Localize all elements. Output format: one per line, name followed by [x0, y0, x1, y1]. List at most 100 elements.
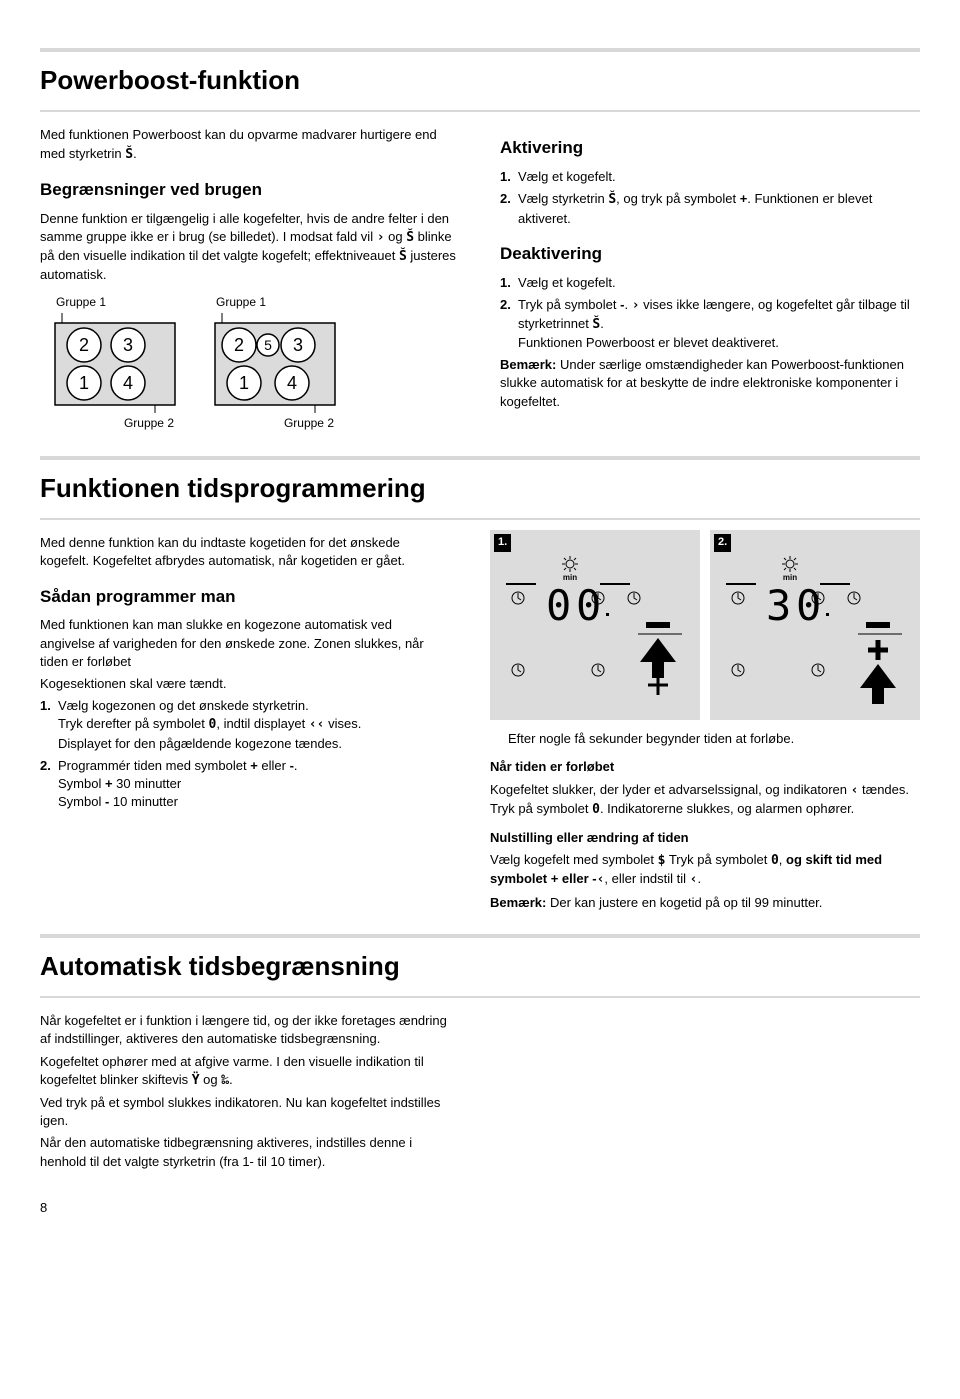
left-column: Med denne funktion kan du indtaste koget… — [40, 530, 450, 916]
paragraph: Efter nogle få sekunder begynder tiden a… — [508, 730, 920, 748]
list-text: Programmér tiden med symbolet + eller -.… — [56, 757, 450, 812]
list-item: 1. Vælg kogezonen og det ønskede styrket… — [40, 697, 450, 753]
hob-svg: 2 5 3 1 4 — [210, 313, 340, 413]
hob-diagram-b: Gruppe 1 2 5 3 1 4 Gruppe 2 — [210, 294, 340, 432]
two-column-layout: Når kogefeltet er i funktion i længere t… — [40, 1008, 920, 1175]
plus-symbol: + — [105, 776, 113, 791]
divider — [40, 456, 920, 460]
note-text: Under særlige omstændigheder kan Powerbo… — [500, 357, 904, 408]
section-title: Funktionen tidsprogrammering — [40, 470, 920, 506]
svg-text:2: 2 — [234, 335, 244, 355]
list-item: 2. Vælg styrketrin Š, og tryk på symbole… — [500, 190, 920, 227]
intro-text: Med funktionen Powerboost kan du opvarme… — [40, 126, 460, 163]
text: Vælg kogezonen og det ønskede styrketrin… — [58, 698, 309, 713]
clock-symbol: 0 — [592, 802, 600, 817]
svg-text:4: 4 — [287, 373, 297, 393]
note-text: Der kan justere en kogetid på op til 99 … — [550, 895, 822, 910]
text: og — [200, 1072, 222, 1087]
symbol: ‰ — [221, 1073, 229, 1088]
svg-text:3: 3 — [123, 335, 133, 355]
sub-heading: Nulstilling eller ændring af tiden — [490, 829, 920, 847]
subsection-title: Aktivering — [500, 136, 920, 160]
plus-symbol: + — [250, 758, 258, 773]
subsection-title: Deaktivering — [500, 242, 920, 266]
intro-text: Med denne funktion kan du indtaste koget… — [40, 534, 450, 570]
list-number: 1. — [500, 274, 516, 292]
symbol: › — [377, 230, 385, 245]
divider-thin — [40, 996, 920, 998]
step-badge: 1. — [494, 534, 511, 551]
text: Tryk på symbolet — [665, 852, 770, 867]
right-column-empty — [500, 1008, 920, 1175]
paragraph: Når den automatiske tidbegrænsning aktiv… — [40, 1134, 460, 1170]
divider — [40, 934, 920, 938]
text: Kogefeltet slukker, der lyder et advarse… — [490, 782, 851, 797]
divider-thin — [40, 110, 920, 112]
svg-text:1: 1 — [79, 373, 89, 393]
note-label: Bemærk: — [490, 895, 550, 910]
list-text: Vælg kogezonen og det ønskede styrketrin… — [56, 697, 450, 753]
timer-panel-1: 1. min — [490, 530, 700, 720]
section-title: Automatisk tidsbegrænsning — [40, 948, 920, 984]
text: Vælg kogefelt med symbolet — [490, 852, 658, 867]
text: . — [133, 146, 137, 161]
list-number: 2. — [40, 757, 56, 812]
list-number: 1. — [500, 168, 516, 186]
timer-display-svg: min 0 0 — [490, 530, 700, 720]
section-title: Powerboost-funktion — [40, 62, 920, 98]
display-symbol: ‹‹ — [309, 717, 325, 732]
symbol: Š — [608, 192, 616, 207]
symbol: Š — [399, 249, 407, 264]
two-column-layout: Med denne funktion kan du indtaste koget… — [40, 530, 920, 916]
text: Funktionen Powerboost er blevet deaktive… — [518, 335, 779, 350]
list-text: Vælg styrketrin Š, og tryk på symbolet +… — [516, 190, 920, 227]
paragraph: Ved tryk på et symbol slukkes indikatore… — [40, 1094, 460, 1130]
note: Bemærk: Under særlige omstændigheder kan… — [500, 356, 920, 411]
text: , og tryk på symbolet — [616, 191, 740, 206]
text: eller — [258, 758, 290, 773]
text: Tryk derefter på symbolet — [58, 716, 209, 731]
seg-digit: 3 — [766, 581, 791, 630]
list-text: Vælg et kogefelt. — [516, 168, 920, 186]
text: , — [779, 852, 786, 867]
power-level-symbol: Š — [125, 147, 133, 162]
seg-digit: 0 — [576, 581, 601, 630]
list-item: 2. Tryk på symbolet -. › vises ikke læng… — [500, 296, 920, 353]
svg-text:3: 3 — [293, 335, 303, 355]
symbol: › — [632, 298, 640, 313]
sub-heading: Når tiden er forløbet — [490, 758, 920, 776]
two-column-layout: Med funktionen Powerboost kan du opvarme… — [40, 122, 920, 438]
svg-text:5: 5 — [264, 337, 272, 353]
list-text: Tryk på symbolet -. › vises ikke længere… — [516, 296, 920, 353]
text: og — [385, 229, 407, 244]
paragraph: Når kogefeltet er i funktion i længere t… — [40, 1012, 460, 1048]
paragraph: Denne funktion er tilgængelig i alle kog… — [40, 210, 460, 285]
text: vises. — [325, 716, 362, 731]
seg-digit: 0 — [546, 581, 571, 630]
subsection-title: Begrænsninger ved brugen — [40, 178, 460, 202]
list-number: 2. — [500, 296, 516, 353]
left-column: Med funktionen Powerboost kan du opvarme… — [40, 122, 460, 438]
text: , indtil displayet — [216, 716, 309, 731]
bold-text: + eller - — [551, 871, 597, 886]
list-number: 2. — [500, 190, 516, 227]
text: . — [624, 297, 631, 312]
text: . — [229, 1072, 233, 1087]
right-column: Aktivering 1. Vælg et kogefelt. 2. Vælg … — [500, 122, 920, 438]
text: Vælg styrketrin — [518, 191, 608, 206]
hob-svg: 2 3 1 4 — [50, 313, 180, 413]
text: . Indikatorerne slukkes, og alarmen ophø… — [600, 801, 854, 816]
step-badge: 2. — [714, 534, 731, 551]
group-label: Gruppe 2 — [50, 415, 180, 432]
list-item: 1. Vælg et kogefelt. — [500, 274, 920, 292]
text: Programmér tiden med symbolet — [58, 758, 250, 773]
symbol: Ÿ — [192, 1073, 200, 1088]
text: Displayet for den pågældende kogezone tæ… — [58, 736, 342, 751]
text: Symbol — [58, 794, 105, 809]
divider — [40, 48, 920, 52]
left-column: Når kogefeltet er i funktion i længere t… — [40, 1008, 460, 1175]
paragraph: Kogesektionen skal være tændt. — [40, 675, 450, 693]
text: Symbol — [58, 776, 105, 791]
text: 10 minutter — [109, 794, 178, 809]
symbol: Š — [406, 230, 414, 245]
